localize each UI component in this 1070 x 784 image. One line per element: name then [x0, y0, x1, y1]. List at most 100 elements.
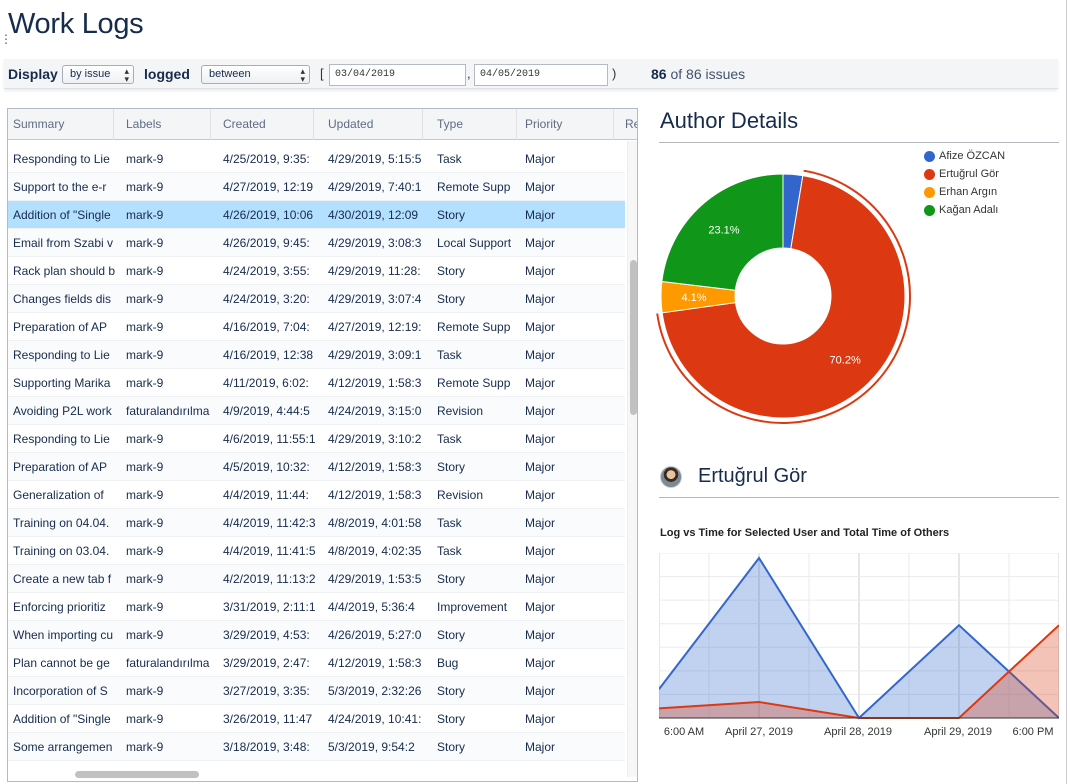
- cell-type: Story: [437, 684, 466, 698]
- cell-created: 4/25/2019, 9:35:: [223, 152, 310, 166]
- cell-created: 4/4/2019, 11:41:5: [223, 544, 316, 558]
- table-row[interactable]: Changes fields dis mark-9 4/24/2019, 3:20:…: [8, 285, 625, 313]
- column-header-updated[interactable]: Updated: [323, 109, 423, 140]
- table-row[interactable]: Support to the e-r mark-9 4/27/2019, 12:19…: [8, 173, 625, 201]
- legend-item[interactable]: Ertuğrul Gör: [924, 166, 1005, 184]
- column-header-summary[interactable]: Summary: [8, 109, 114, 140]
- column-header-created[interactable]: Created: [218, 109, 314, 140]
- table-row[interactable]: When importing cu mark-9 3/29/2019, 4:53: 4…: [8, 621, 625, 649]
- cell-labels: mark-9: [126, 684, 164, 698]
- cell-updated: 4/29/2019, 3:10:2: [328, 432, 422, 446]
- table-row[interactable]: Email from Szabi v mark-9 4/26/2019, 9:45:…: [8, 229, 625, 257]
- pie-legend: Afize ÖZCAN Ertuğrul Gör Erhan Argın Kağan …: [924, 148, 1005, 220]
- cell-labels: mark-9: [126, 432, 164, 446]
- table-row[interactable]: Supporting Marika mark-9 4/11/2019, 6:02: 4…: [8, 369, 625, 397]
- cell-updated: 4/27/2019, 12:19:: [328, 320, 422, 334]
- pie-slice-highlight: [656, 169, 911, 424]
- cell-labels: mark-9: [126, 264, 164, 278]
- cell-created: 3/29/2019, 4:53:: [223, 628, 310, 642]
- table-row[interactable]: Addition of "Single mark-9 4/26/2019, 10:0…: [8, 201, 625, 229]
- cell-type: Task: [437, 516, 462, 530]
- table-row[interactable]: Preparation of AP mark-9 4/16/2019, 7:04: 4…: [8, 313, 625, 341]
- cell-created: 4/26/2019, 10:06: [223, 208, 314, 222]
- cell-type: Local Support: [437, 236, 512, 250]
- cell-summary: Preparation of AP: [13, 460, 108, 474]
- cell-labels: mark-9: [126, 208, 164, 222]
- table-row[interactable]: Rack plan should b mark-9 4/24/2019, 3:55:…: [8, 257, 625, 285]
- table-row[interactable]: Training on 04.04. mark-9 4/4/2019, 11:42:…: [8, 509, 625, 537]
- table-row[interactable]: Addition of "Single mark-9 3/26/2019, 11:4…: [8, 705, 625, 733]
- column-header-type[interactable]: Type: [432, 109, 517, 140]
- window-border: [1066, 0, 1067, 784]
- legend-item[interactable]: Kağan Adalı: [924, 202, 1005, 220]
- column-header-reporter[interactable]: Re: [625, 117, 637, 131]
- vertical-scroll-thumb[interactable]: [630, 260, 637, 415]
- pie-slice[interactable]: [661, 173, 784, 291]
- display-select[interactable]: by issue ▴ ▾: [62, 65, 134, 84]
- pie-slice[interactable]: [661, 175, 906, 419]
- table-row[interactable]: Create a new tab f mark-9 4/2/2019, 11:13:…: [8, 565, 625, 593]
- cell-labels: mark-9: [126, 320, 164, 334]
- cell-priority: Major: [525, 264, 556, 278]
- date-to-input[interactable]: 04/05/2019: [474, 64, 608, 86]
- cell-type: Task: [437, 348, 462, 362]
- cell-summary: Addition of "Single: [13, 208, 111, 222]
- table-row[interactable]: Plan cannot be ge faturalandırılma 3/29/20…: [8, 649, 625, 677]
- cell-updated: 5/3/2019, 2:32:26: [328, 684, 422, 698]
- table-row[interactable]: Preparation of AP mark-9 4/5/2019, 10:32: 4…: [8, 453, 625, 481]
- cell-priority: Major: [525, 628, 556, 642]
- horizontal-scrollbar[interactable]: [8, 769, 627, 781]
- vertical-scrollbar[interactable]: [627, 141, 637, 777]
- cell-updated: 4/8/2019, 4:01:58: [328, 516, 422, 530]
- sidebar-handle-icon[interactable]: ⋮: [0, 32, 12, 46]
- column-header-labels[interactable]: Labels: [121, 109, 211, 140]
- table-row[interactable]: Responding to Lie mark-9 4/25/2019, 9:35: 4…: [8, 145, 625, 173]
- cell-created: 4/4/2019, 11:44:: [223, 488, 309, 502]
- cell-priority: Major: [525, 712, 556, 726]
- cell-created: 4/9/2019, 4:44:5: [223, 404, 310, 418]
- cell-summary: Support to the e-r: [13, 180, 107, 194]
- table-row[interactable]: Avoiding P2L work faturalandırılma 4/9/201…: [8, 397, 625, 425]
- legend-swatch: [924, 205, 935, 216]
- cell-updated: 4/29/2019, 3:09:1: [328, 348, 422, 362]
- cell-updated: 4/29/2019, 7:40:1: [328, 180, 422, 194]
- range-comma: ,: [467, 66, 471, 81]
- cell-created: 3/18/2019, 3:48:: [223, 740, 310, 754]
- cell-summary: Some arrangemen: [13, 740, 113, 754]
- issue-count-text: of 86 issues: [670, 66, 746, 82]
- cell-summary: Responding to Lie: [13, 152, 110, 166]
- cell-priority: Major: [525, 348, 556, 362]
- display-label: Display: [8, 66, 58, 82]
- table-row[interactable]: Responding to Lie mark-9 4/6/2019, 11:55:1…: [8, 425, 625, 453]
- cell-type: Bug: [437, 656, 459, 670]
- cell-updated: 4/29/2019, 1:53:5: [328, 572, 422, 586]
- legend-item[interactable]: Afize ÖZCAN: [924, 148, 1005, 166]
- cell-summary: Incorporation of S: [13, 684, 108, 698]
- cell-type: Story: [437, 572, 466, 586]
- cell-type: Task: [437, 544, 462, 558]
- date-from-input[interactable]: 03/04/2019: [329, 64, 466, 86]
- column-header-priority[interactable]: Priority: [520, 109, 614, 140]
- cell-created: 4/11/2019, 6:02:: [223, 376, 309, 390]
- table-row[interactable]: Enforcing prioritiz mark-9 3/31/2019, 2:11…: [8, 593, 625, 621]
- cell-type: Story: [437, 712, 466, 726]
- table-row[interactable]: Training on 03.04. mark-9 4/4/2019, 11:41:…: [8, 537, 625, 565]
- table-row[interactable]: Generalization of mark-9 4/4/2019, 11:44: 4…: [8, 481, 625, 509]
- cell-priority: Major: [525, 236, 556, 250]
- cell-created: 3/27/2019, 3:35:: [223, 684, 310, 698]
- logged-select[interactable]: between ▴ ▾: [201, 65, 310, 84]
- author-details-title: Author Details: [660, 108, 799, 133]
- cell-summary: Responding to Lie: [13, 432, 110, 446]
- table-row[interactable]: Some arrangemen mark-9 3/18/2019, 3:48: 5/3…: [8, 733, 625, 761]
- cell-type: Remote Supp: [437, 180, 511, 194]
- cell-updated: 4/12/2019, 1:58:3: [328, 460, 422, 474]
- cell-labels: mark-9: [126, 376, 164, 390]
- cell-summary: Responding to Lie: [13, 348, 110, 362]
- horizontal-scroll-thumb[interactable]: [75, 771, 199, 778]
- legend-item[interactable]: Erhan Argın: [924, 184, 1005, 202]
- table-row[interactable]: Incorporation of S mark-9 3/27/2019, 3:35:…: [8, 677, 625, 705]
- cell-type: Remote Supp: [437, 320, 511, 334]
- avatar: [660, 466, 682, 488]
- area-chart-title: Log vs Time for Selected User and Total …: [660, 527, 950, 539]
- table-row[interactable]: Responding to Lie mark-9 4/16/2019, 12:38 4…: [8, 341, 625, 369]
